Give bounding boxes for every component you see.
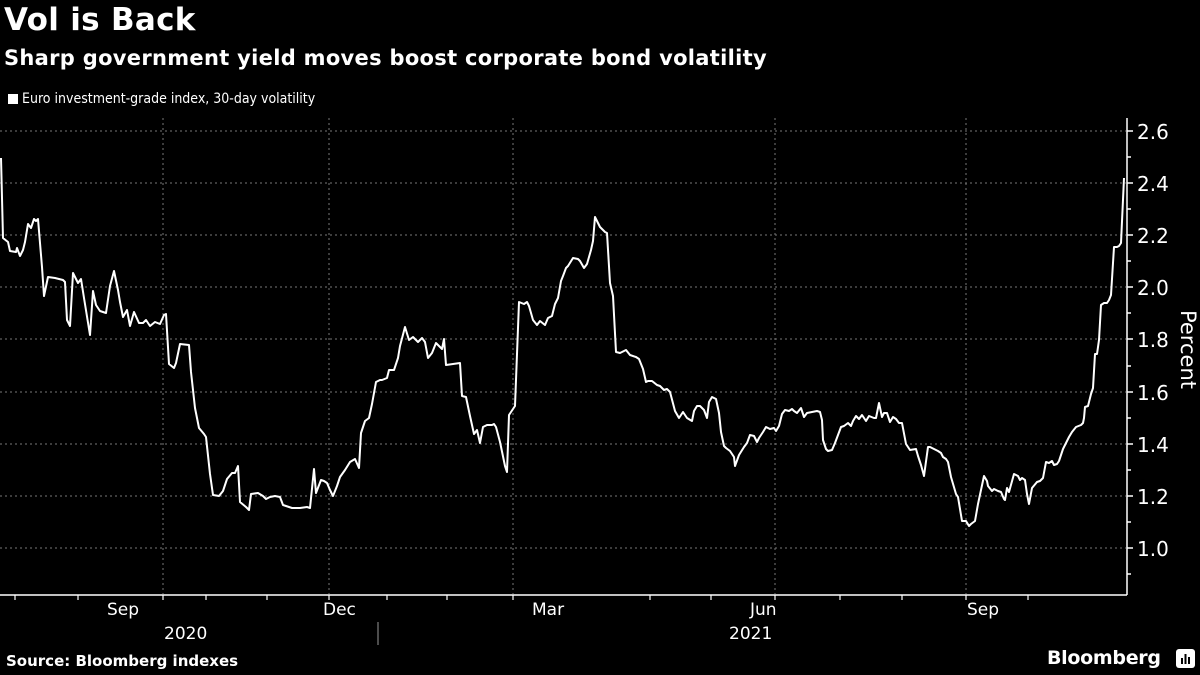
- y-ticks: [1127, 130, 1133, 575]
- y-tick-label: 1.6: [1137, 381, 1169, 405]
- y-tick-label: 1.2: [1137, 485, 1169, 509]
- x-year-label: 2020: [164, 624, 208, 644]
- x-gridlines: [162, 118, 967, 594]
- y-axis-title: Percent: [1176, 310, 1200, 390]
- y-gridlines: [0, 130, 1126, 549]
- axes: [0, 118, 1128, 596]
- bloomberg-logo: Bloomberg: [1047, 647, 1161, 669]
- x-tick-label: Dec: [323, 600, 356, 620]
- x-tick-label: Sep: [107, 600, 140, 620]
- y-tick-label: 2.6: [1137, 120, 1169, 144]
- source-note: Source: Bloomberg indexes: [6, 652, 239, 670]
- y-tick-label: 1.0: [1137, 537, 1169, 561]
- chart-subtitle: Sharp government yield moves boost corpo…: [4, 46, 767, 70]
- chart-title: Vol is Back: [4, 2, 196, 38]
- x-tick-label: Jun: [750, 600, 777, 620]
- y-tick-label: 2.0: [1137, 276, 1169, 300]
- y-tick-label: 2.4: [1137, 172, 1169, 196]
- legend: Euro investment-grade index, 30-day vola…: [8, 91, 315, 107]
- y-tick-label: 2.2: [1137, 224, 1169, 248]
- legend-label: Euro investment-grade index, 30-day vola…: [22, 91, 316, 107]
- bloomberg-chart-icon: [1176, 649, 1195, 668]
- volatility-line: [0, 157, 1125, 527]
- x-ticks: [14, 595, 1029, 600]
- x-tick-label: Sep: [967, 600, 1000, 620]
- y-tick-label: 1.8: [1137, 328, 1169, 352]
- legend-swatch: [8, 94, 18, 104]
- x-year-label: 2021: [729, 624, 773, 644]
- y-tick-label: 1.4: [1137, 433, 1169, 457]
- x-tick-label: Mar: [532, 600, 565, 620]
